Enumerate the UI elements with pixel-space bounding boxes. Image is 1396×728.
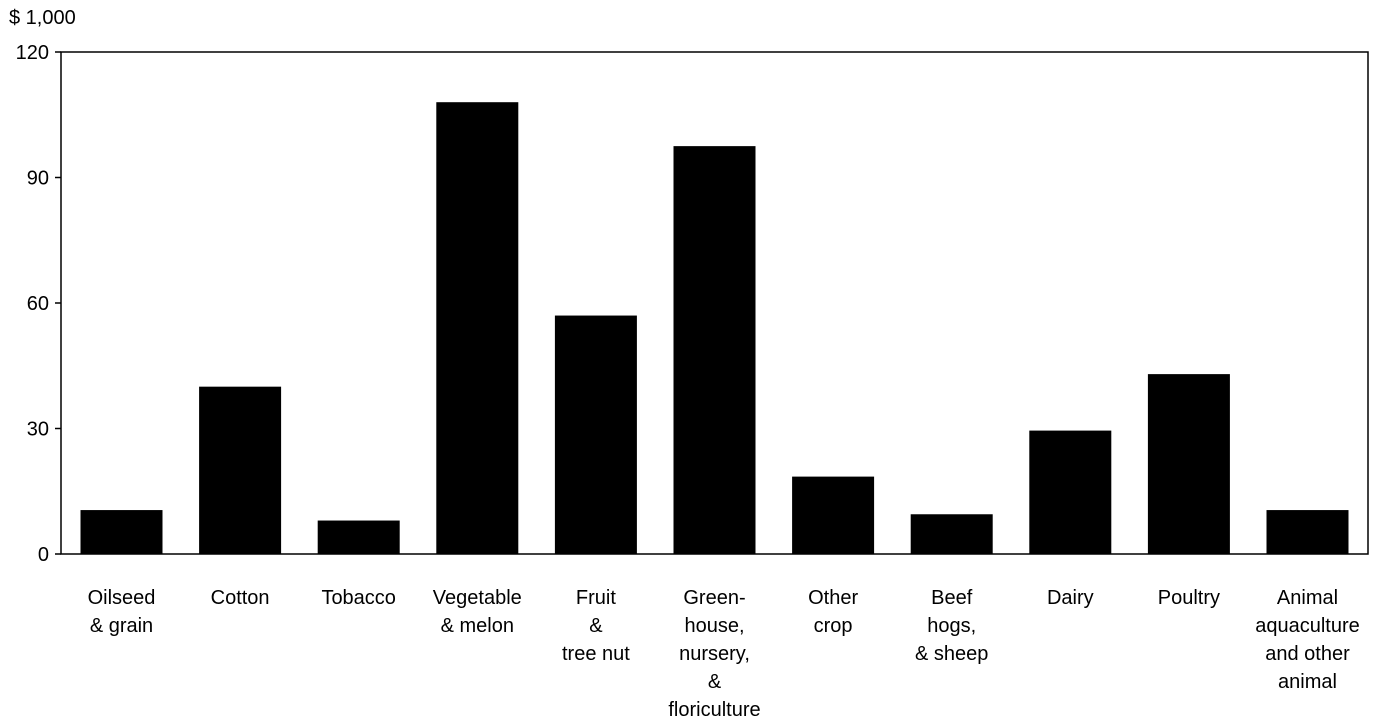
- x-category-label: Cotton: [211, 587, 270, 609]
- x-category-label: Vegetable & melon: [433, 587, 522, 637]
- x-category-label-line: Vegetable: [433, 587, 522, 609]
- x-category-label-line: Poultry: [1158, 587, 1220, 609]
- x-axis-labels: Oilseed & grain Cotton Tobacco Vegetable & me…: [88, 587, 1360, 721]
- x-category-label-line: & melon: [441, 615, 514, 637]
- bar: [80, 510, 163, 554]
- bar: [673, 146, 756, 554]
- y-tick-label: 120: [16, 42, 49, 64]
- x-category-label-line: animal: [1278, 671, 1337, 693]
- bar: [554, 315, 637, 554]
- x-category-label-line: &: [589, 615, 603, 637]
- bars: [80, 102, 1349, 554]
- x-category-label-line: hogs,: [927, 615, 976, 637]
- bar: [792, 476, 875, 554]
- x-category-label-line: Cotton: [211, 587, 270, 609]
- x-category-label-line: Tobacco: [321, 587, 396, 609]
- x-category-label-line: & grain: [90, 615, 153, 637]
- x-category-label: Fruit & tree nut: [562, 587, 630, 665]
- y-tick-label: 90: [27, 168, 49, 190]
- x-category-label: Oilseed & grain: [88, 587, 156, 637]
- x-category-label: Tobacco: [321, 587, 396, 609]
- x-category-label-line: Oilseed: [88, 587, 156, 609]
- y-axis: 0 30 60 90 120: [16, 42, 61, 566]
- y-tick-label: 0: [38, 544, 49, 566]
- x-category-label-line: house,: [684, 615, 744, 637]
- x-category-label-line: Green-: [683, 587, 745, 609]
- x-category-label-line: tree nut: [562, 643, 630, 665]
- bar: [1266, 510, 1349, 554]
- x-category-label-line: aquaculture: [1255, 615, 1360, 637]
- bar: [199, 386, 282, 554]
- x-category-label-line: crop: [814, 615, 853, 637]
- bar: [436, 102, 519, 554]
- x-category-label: Green-house, nursery, & floriculture: [668, 587, 760, 721]
- y-tick-label: 30: [27, 419, 49, 441]
- x-category-label-line: Animal: [1277, 587, 1338, 609]
- x-category-label: Dairy: [1047, 587, 1094, 609]
- x-category-label-line: Dairy: [1047, 587, 1094, 609]
- x-category-label-line: Beef: [931, 587, 973, 609]
- x-category-label-line: floriculture: [668, 699, 760, 721]
- x-category-label-line: &: [708, 671, 722, 693]
- x-category-label-line: & sheep: [915, 643, 988, 665]
- x-category-label: Poultry: [1158, 587, 1220, 609]
- x-category-label: Animal aquaculture and other animal: [1255, 587, 1360, 693]
- x-category-label-line: Fruit: [576, 587, 616, 609]
- bar: [317, 520, 400, 554]
- x-category-label: Beef hogs, & sheep: [915, 587, 988, 665]
- y-axis-unit-label: $ 1,000: [9, 7, 76, 29]
- x-category-label-line: and other: [1265, 643, 1350, 665]
- bar: [1029, 430, 1112, 554]
- x-category-label: Other crop: [808, 587, 858, 637]
- x-category-label-line: Other: [808, 587, 858, 609]
- x-category-label-line: nursery,: [679, 643, 750, 665]
- bar: [1147, 374, 1230, 554]
- y-tick-label: 60: [27, 293, 49, 315]
- bar: [910, 514, 993, 554]
